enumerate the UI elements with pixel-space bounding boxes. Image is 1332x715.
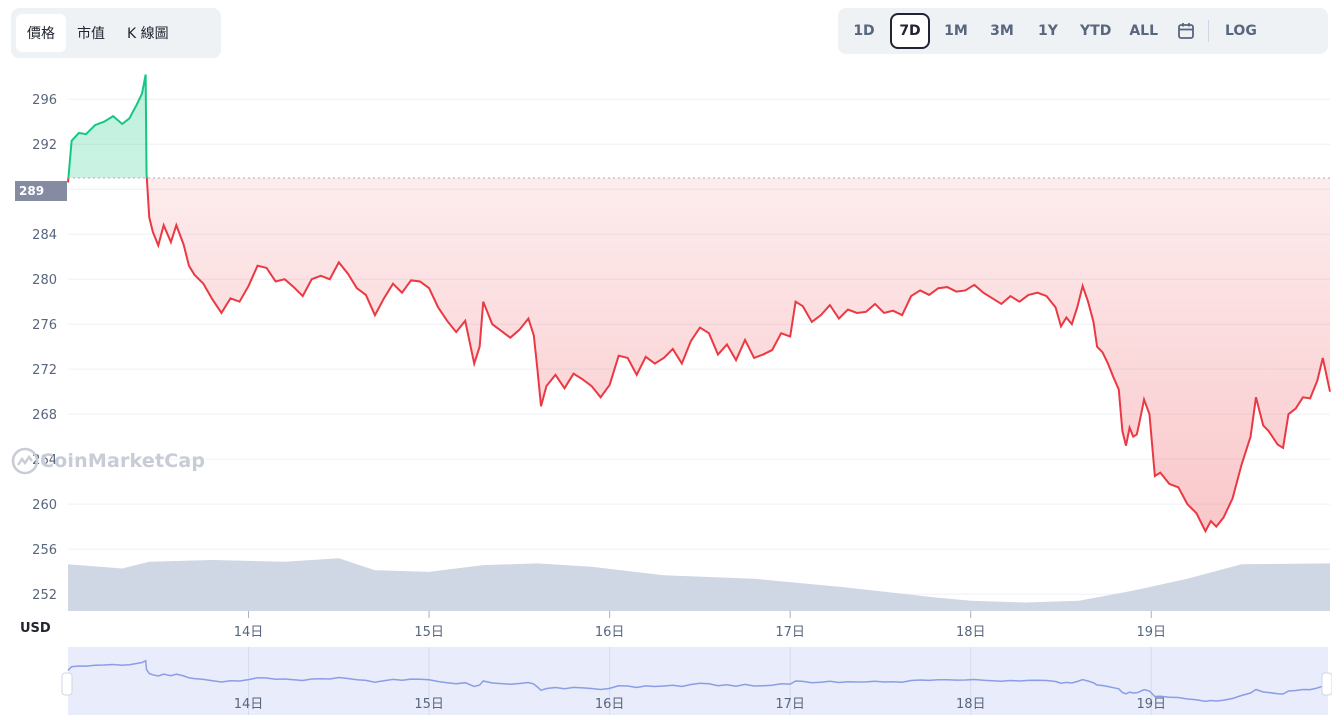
log-scale-button[interactable]: LOG (1225, 23, 1257, 39)
price-area-down (68, 177, 1330, 532)
y-tick-label: 268 (32, 408, 57, 423)
navigator-left-handle[interactable] (61, 672, 73, 696)
tab-candlestick[interactable]: K 線圖 (127, 26, 169, 42)
x-tick-label: 17日 (775, 625, 805, 640)
navigator-tick-label: 17日 (775, 697, 805, 712)
range-all-button[interactable]: ALL (1129, 23, 1158, 39)
x-tick-label: 14日 (234, 625, 264, 640)
tab-price[interactable]: 價格 (16, 14, 66, 52)
chart-type-tabs: 價格 市值 K 線圖 (11, 8, 221, 58)
navigator-tick-label: 14日 (234, 697, 264, 712)
x-tick-label: 15日 (414, 625, 444, 640)
y-tick-label: 296 (32, 93, 57, 108)
y-tick-label: 264 (32, 453, 57, 468)
navigator-line (67, 659, 1331, 703)
range-1d-button[interactable]: 1D (853, 23, 875, 39)
y-tick-label: 256 (32, 543, 57, 558)
y-tick-label: 280 (32, 273, 57, 288)
coinmarketcap-logo-icon (11, 447, 39, 475)
range-navigator[interactable]: 14日 15日 16日 17日 18日 19日 (0, 645, 1332, 715)
range-divider (1208, 20, 1209, 42)
navigator-background (68, 647, 1328, 715)
navigator-tick-label: 19日 (1136, 697, 1166, 712)
navigator-tick-label: 16日 (595, 697, 625, 712)
watermark: CoinMarketCap (10, 446, 205, 476)
navigator-right-handle[interactable] (1321, 672, 1332, 696)
x-axis-ticks: 14日 15日 16日 17日 18日 19日 (234, 611, 1166, 640)
y-tick-label: 276 (32, 318, 57, 333)
range-1y-button[interactable]: 1Y (1038, 23, 1058, 39)
navigator-tick-label: 15日 (414, 697, 444, 712)
price-chart[interactable]: 252256260264268272276280284288292296 14日… (0, 70, 1332, 640)
x-tick-label: 19日 (1136, 625, 1166, 640)
calendar-icon[interactable] (1170, 22, 1202, 40)
range-7d-button[interactable]: 7D (890, 13, 930, 49)
y-tick-label: 260 (32, 498, 57, 513)
navigator-ticks: 14日 15日 16日 17日 18日 19日 (234, 697, 1166, 712)
range-3m-button[interactable]: 3M (990, 23, 1014, 39)
current-price-badge: 289 (15, 181, 67, 201)
tab-market-cap[interactable]: 市值 (77, 26, 105, 42)
y-tick-label: 292 (32, 138, 57, 153)
navigator-tick-label: 18日 (956, 697, 986, 712)
volume-area (68, 558, 1330, 611)
currency-label: USD (20, 621, 51, 636)
y-tick-label: 272 (32, 363, 57, 378)
navigator-grid (248, 647, 1152, 715)
range-1m-button[interactable]: 1M (944, 23, 968, 39)
y-tick-label: 284 (32, 228, 57, 243)
y-tick-label: 252 (32, 588, 57, 603)
watermark-text: CoinMarketCap (40, 450, 206, 472)
range-selector: 1D 7D 1M 3M 1Y YTD ALL LOG (838, 8, 1328, 54)
price-line-down (67, 177, 1331, 534)
y-axis-ticks: 252256260264268272276280284288292296 (32, 93, 57, 603)
x-tick-label: 16日 (595, 625, 625, 640)
x-tick-label: 18日 (956, 625, 986, 640)
range-ytd-button[interactable]: YTD (1080, 23, 1112, 39)
